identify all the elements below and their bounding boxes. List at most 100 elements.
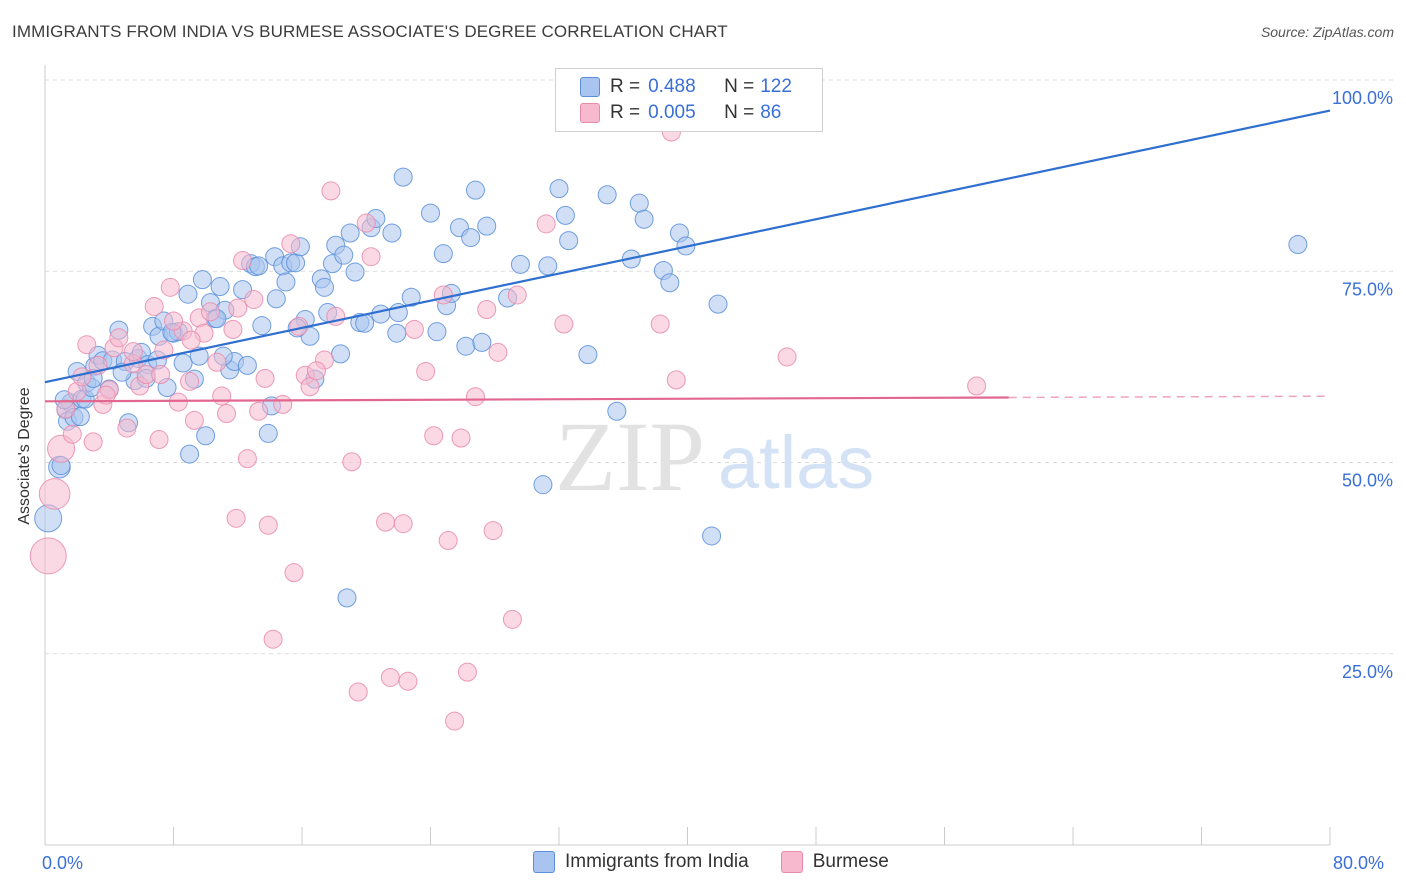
burmese-point bbox=[258, 515, 278, 535]
burmese-point bbox=[164, 311, 183, 331]
burmese-point bbox=[149, 430, 169, 450]
burmese-point bbox=[361, 247, 381, 267]
legend-label-burmese: Burmese bbox=[812, 851, 889, 872]
india-point bbox=[314, 277, 334, 297]
burmese-legend-swatch-icon bbox=[780, 851, 803, 873]
india-trend-line bbox=[44, 109, 1331, 384]
burmese-point bbox=[249, 401, 269, 421]
burmese-point bbox=[424, 426, 444, 446]
source-label: Source: ZipAtlas.com bbox=[1260, 24, 1394, 40]
legend-row-burmese: R = 0.005 N = 86 bbox=[580, 101, 781, 125]
burmese-point bbox=[300, 377, 320, 397]
burmese-point bbox=[160, 277, 180, 297]
burmese-point bbox=[223, 319, 243, 339]
burmese-point bbox=[168, 392, 188, 412]
burmese-point bbox=[56, 399, 76, 419]
india-swatch-icon bbox=[580, 77, 600, 97]
burmese-point bbox=[502, 609, 522, 629]
burmese-point bbox=[96, 385, 116, 405]
legend-label-india: Immigrants from India bbox=[565, 851, 749, 872]
series-legend: Immigrants from India Burmese bbox=[533, 851, 921, 873]
india-point bbox=[597, 185, 617, 205]
india-point bbox=[331, 344, 351, 364]
y-tick-label: 25.0% bbox=[1342, 662, 1393, 682]
india-point bbox=[192, 270, 212, 290]
india-point bbox=[276, 272, 296, 292]
india-point bbox=[708, 294, 728, 314]
india-point bbox=[286, 253, 306, 273]
burmese-point bbox=[29, 537, 67, 575]
burmese-trend-line bbox=[44, 396, 1009, 403]
india-point bbox=[393, 167, 413, 187]
y-tick-label: 100.0% bbox=[1332, 88, 1393, 108]
burmese-point bbox=[237, 449, 257, 469]
legend-row-india: R = 0.488 N = 122 bbox=[580, 75, 792, 99]
burmese-point bbox=[144, 296, 164, 316]
y-tick-label: 50.0% bbox=[1342, 471, 1393, 491]
burmese-point bbox=[83, 432, 103, 452]
burmese-point bbox=[181, 330, 201, 350]
burmese-point bbox=[404, 319, 424, 339]
n-label: N = bbox=[724, 76, 755, 97]
burmese-point bbox=[445, 711, 465, 731]
burmese-point bbox=[650, 314, 670, 334]
burmese-point bbox=[438, 531, 458, 551]
burmese-point bbox=[380, 667, 400, 687]
burmese-swatch-icon bbox=[580, 103, 600, 123]
burmese-point bbox=[117, 418, 137, 438]
india-legend-swatch-icon bbox=[533, 851, 555, 873]
chart-title: IMMIGRANTS FROM INDIA VS BURMESE ASSOCIA… bbox=[12, 22, 728, 41]
burmese-point bbox=[483, 521, 503, 541]
burmese-point bbox=[536, 214, 556, 234]
burmese-point bbox=[554, 314, 574, 334]
burmese-point bbox=[226, 508, 246, 528]
n-value-india: 122 bbox=[760, 76, 792, 97]
n-value-burmese: 86 bbox=[760, 102, 782, 123]
india-point bbox=[382, 223, 402, 243]
india-point bbox=[237, 355, 257, 375]
burmese-point bbox=[109, 328, 129, 348]
india-point bbox=[538, 256, 558, 276]
burmese-point bbox=[457, 662, 477, 682]
burmese-point bbox=[306, 361, 326, 381]
india-point bbox=[477, 216, 497, 236]
burmese-point bbox=[62, 424, 82, 444]
burmese-point bbox=[376, 512, 396, 532]
india-point bbox=[510, 254, 530, 274]
india-point bbox=[1288, 234, 1308, 254]
india-point bbox=[266, 289, 286, 309]
burmese-point bbox=[393, 514, 413, 534]
r-label: R = bbox=[610, 76, 641, 97]
correlation-legend: R = 0.488 N = 122 R = 0.005 N = 86 bbox=[555, 68, 823, 132]
india-point bbox=[180, 444, 200, 464]
india-point bbox=[337, 588, 357, 608]
india-point bbox=[345, 262, 365, 282]
india-point bbox=[702, 526, 722, 546]
legend-item-india[interactable]: Immigrants from India bbox=[533, 851, 749, 873]
india-point bbox=[461, 228, 481, 248]
india-point bbox=[555, 205, 575, 225]
india-point bbox=[387, 323, 407, 343]
india-point bbox=[578, 345, 598, 365]
burmese-point bbox=[967, 376, 987, 396]
burmese-point bbox=[273, 394, 293, 414]
india-point bbox=[189, 346, 209, 366]
india-point bbox=[472, 332, 492, 352]
india-point bbox=[249, 256, 269, 276]
burmese-point bbox=[465, 387, 485, 407]
burmese-point bbox=[488, 342, 508, 362]
india-point bbox=[421, 203, 440, 223]
burmese-point bbox=[154, 340, 174, 360]
burmese-point bbox=[212, 386, 232, 406]
r-value-burmese: 0.005 bbox=[648, 102, 696, 123]
r-value-india: 0.488 bbox=[648, 76, 696, 97]
india-point bbox=[334, 245, 354, 265]
india-point bbox=[433, 244, 453, 264]
india-point bbox=[629, 193, 649, 213]
burmese-point bbox=[180, 371, 200, 391]
burmese-point bbox=[263, 629, 283, 649]
burmese-point bbox=[477, 300, 497, 319]
india-point bbox=[549, 179, 569, 199]
india-point bbox=[456, 336, 476, 356]
legend-item-burmese[interactable]: Burmese bbox=[780, 851, 889, 873]
